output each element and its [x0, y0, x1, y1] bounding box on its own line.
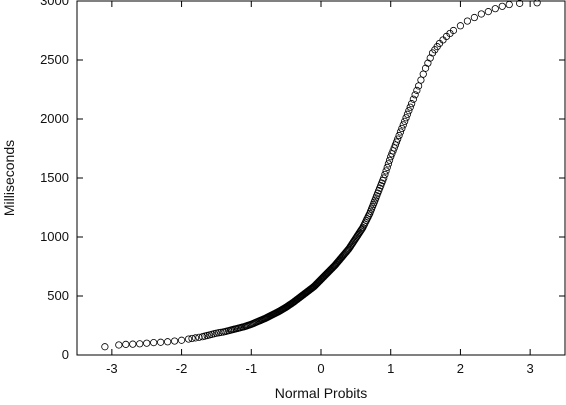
- data-point: [101, 343, 109, 351]
- data-points: [101, 0, 541, 351]
- y-tick-label: 3000: [40, 0, 69, 8]
- y-tick-label: 2000: [40, 111, 69, 126]
- data-point: [188, 334, 196, 343]
- data-point: [380, 174, 388, 182]
- data-point: [470, 13, 478, 22]
- data-point: [516, 0, 524, 7]
- data-point: [408, 100, 416, 108]
- data-point: [456, 22, 465, 30]
- y-tick-label: 0: [62, 347, 69, 362]
- x-tick-label: -3: [106, 361, 118, 376]
- x-tick-label: 2: [457, 361, 464, 376]
- data-point: [463, 17, 471, 25]
- data-point: [417, 76, 425, 84]
- x-tick-label: -2: [176, 361, 188, 376]
- x-tick-label: -1: [246, 361, 258, 376]
- data-point: [177, 336, 186, 344]
- data-point: [411, 91, 419, 99]
- data-point: [385, 156, 394, 164]
- data-point: [382, 167, 390, 175]
- data-point: [406, 103, 414, 111]
- y-tick-label: 500: [47, 288, 69, 303]
- data-point: [396, 128, 405, 136]
- data-point: [394, 135, 402, 143]
- data-point: [122, 340, 130, 348]
- data-point: [115, 341, 123, 349]
- data-point: [405, 107, 413, 115]
- data-point: [383, 163, 391, 171]
- data-point: [364, 213, 372, 221]
- data-point: [395, 131, 403, 140]
- data-point: [533, 0, 541, 7]
- data-point: [191, 334, 200, 342]
- data-point: [143, 339, 151, 347]
- data-point: [357, 226, 365, 234]
- y-tick-label: 1500: [40, 170, 69, 185]
- data-point: [195, 333, 203, 341]
- data-point: [419, 70, 427, 78]
- data-point: [402, 114, 410, 122]
- data-point: [439, 36, 447, 44]
- x-tick-label: 1: [387, 361, 394, 376]
- data-point: [136, 340, 144, 348]
- data-point: [164, 338, 172, 346]
- data-point: [449, 26, 458, 35]
- data-point: [505, 0, 513, 9]
- x-tick-label: 0: [317, 361, 324, 376]
- data-point: [365, 211, 373, 219]
- data-point: [356, 227, 365, 235]
- y-axis-label: Milliseconds: [1, 140, 17, 216]
- data-point: [399, 121, 407, 129]
- data-point: [414, 82, 423, 90]
- data-point: [184, 335, 193, 343]
- data-point: [413, 86, 421, 94]
- data-point: [157, 338, 165, 346]
- y-tick-label: 2500: [40, 52, 69, 67]
- data-point: [212, 329, 221, 337]
- axis-ticks: [77, 0, 565, 356]
- data-point: [498, 2, 506, 10]
- data-point: [398, 124, 406, 133]
- data-point: [384, 160, 392, 168]
- data-point: [171, 337, 179, 345]
- data-point: [401, 117, 409, 125]
- data-point: [129, 340, 137, 348]
- plot-frame: [76, 0, 566, 356]
- x-axis-label: Normal Probits: [275, 385, 368, 401]
- x-tick-label: 3: [527, 361, 534, 376]
- data-point: [403, 110, 412, 118]
- data-point: [477, 10, 485, 18]
- data-point: [491, 5, 499, 13]
- data-point: [381, 170, 389, 179]
- tick-labels: -3 -2 -1 0 1 2 3 0 500 1000 1500 2000 2500 3000: [40, 0, 534, 376]
- data-point: [409, 95, 417, 103]
- data-point: [484, 8, 492, 16]
- data-point: [150, 339, 158, 347]
- y-tick-label: 1000: [40, 229, 69, 244]
